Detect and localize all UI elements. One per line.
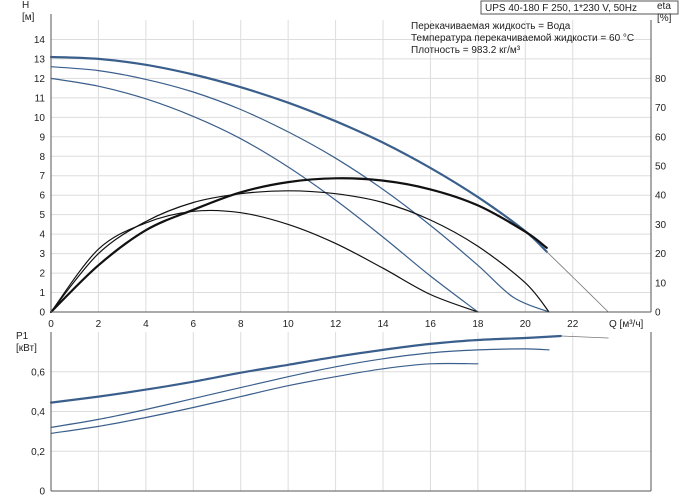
y-tick-label: 0 xyxy=(39,308,45,319)
y-right-tick-label: 30 xyxy=(655,220,667,231)
power-tick-label: 0,4 xyxy=(31,407,45,418)
grid-layer xyxy=(50,20,651,491)
x-tick-label: 0 xyxy=(48,319,54,330)
x-tick-label: 10 xyxy=(283,319,295,330)
y-right-tick-label: 80 xyxy=(655,74,667,85)
x-tick-label: 6 xyxy=(191,319,197,330)
y-tick-label: 13 xyxy=(34,54,46,65)
x-tick-label: 4 xyxy=(143,319,149,330)
y-right-tick-label: 60 xyxy=(655,132,667,143)
condition-fluid: Перекачиваемая жидкость = Вода xyxy=(411,21,571,32)
power-tick-label: 0,6 xyxy=(31,367,45,378)
head-curve-1 xyxy=(546,251,609,313)
efficiency-curve-6 xyxy=(50,209,479,313)
eta-axis-label: eta [%] xyxy=(657,1,672,24)
condition-temperature: Температура перекачиваемой жидкости = 60… xyxy=(411,33,634,44)
y-tick-label: 5 xyxy=(39,210,45,221)
y-tick-label: 8 xyxy=(39,152,45,163)
power-axis-label: P1 [кВт] xyxy=(16,331,37,354)
x-tick-label: 18 xyxy=(472,319,484,330)
efficiency-curve-4 xyxy=(49,177,548,314)
x-tick-label: 8 xyxy=(238,319,244,330)
power-curve-0 xyxy=(49,334,562,404)
x-tick-label: 16 xyxy=(425,319,437,330)
head-curve-2 xyxy=(50,66,550,313)
y-tick-label: 2 xyxy=(39,269,45,280)
power-tick-label: 0 xyxy=(39,487,45,498)
y-tick-label: 12 xyxy=(34,74,46,85)
flow-axis-label: Q [м³/ч] xyxy=(609,319,644,330)
y-tick-label: 14 xyxy=(34,35,46,46)
tick-labels: 0 2 4 6 8 10 12 14 16 18 20 22012345678910111213140… xyxy=(31,35,666,498)
condition-density: Плотность = 983.2 кг/м³ xyxy=(411,45,521,56)
efficiency-curve-5 xyxy=(50,190,550,313)
power-tick-label: 0,2 xyxy=(31,447,45,458)
y-tick-label: 9 xyxy=(39,132,45,143)
x-tick-label: 20 xyxy=(520,319,532,330)
y-tick-label: 4 xyxy=(39,230,45,241)
curve-layer xyxy=(49,55,609,434)
axis-layer xyxy=(50,14,652,492)
head-curve-3 xyxy=(50,77,479,313)
y-tick-label: 10 xyxy=(34,113,46,124)
y-right-tick-label: 0 xyxy=(655,308,661,319)
y-tick-label: 11 xyxy=(35,93,46,104)
y-right-tick-label: 50 xyxy=(655,162,667,173)
y-right-tick-label: 40 xyxy=(655,191,667,202)
y-tick-label: 3 xyxy=(39,249,45,260)
power-curve-1 xyxy=(560,335,609,339)
y-right-tick-label: 10 xyxy=(655,278,667,289)
x-tick-label: 12 xyxy=(330,319,342,330)
y-tick-label: 7 xyxy=(39,171,45,182)
head-curve-0 xyxy=(49,55,548,253)
y-right-tick-label: 20 xyxy=(655,249,667,260)
head-axis-label: H [м] xyxy=(22,0,35,23)
y-tick-label: 6 xyxy=(39,191,45,202)
power-curve-2 xyxy=(50,348,550,428)
x-tick-label: 14 xyxy=(377,319,389,330)
x-tick-label: 2 xyxy=(96,319,102,330)
x-tick-label: 22 xyxy=(567,319,579,330)
y-right-tick-label: 70 xyxy=(655,103,667,114)
y-tick-label: 1 xyxy=(39,288,45,299)
power-curve-3 xyxy=(50,362,479,434)
chart-title: UPS 40-180 F 250, 1*230 V, 50Hz xyxy=(485,3,637,14)
title-box xyxy=(480,0,679,15)
